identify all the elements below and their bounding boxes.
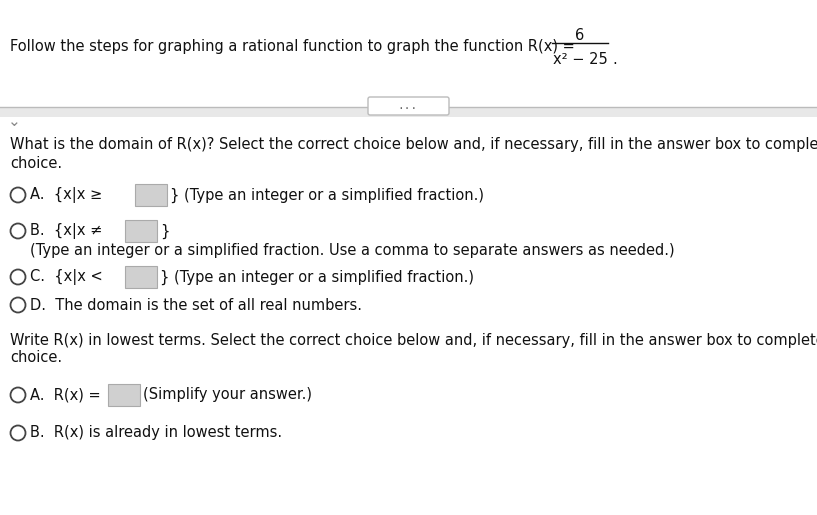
Text: D.  The domain is the set of all real numbers.: D. The domain is the set of all real num… (30, 298, 362, 313)
Text: C.  {x|x <: C. {x|x < (30, 269, 103, 285)
Bar (125, 220, 157, 242)
Text: (Simplify your answer.): (Simplify your answer.) (143, 387, 312, 403)
Text: } (Type an integer or a simplified fraction.): } (Type an integer or a simplified fract… (160, 269, 474, 285)
Text: } (Type an integer or a simplified fraction.): } (Type an integer or a simplified fract… (170, 187, 484, 202)
Bar (0, 115, 817, 515)
Text: 6: 6 (575, 27, 585, 43)
Bar (135, 184, 167, 206)
Bar (125, 266, 157, 288)
Text: (Type an integer or a simplified fraction. Use a comma to separate answers as ne: (Type an integer or a simplified fractio… (30, 244, 675, 259)
Text: Follow the steps for graphing a rational function to graph the function R(x) =: Follow the steps for graphing a rational… (10, 40, 574, 55)
Text: B.  R(x) is already in lowest terms.: B. R(x) is already in lowest terms. (30, 425, 282, 440)
Bar (0, 0, 817, 110)
Bar (0, 107, 817, 117)
Text: }: } (160, 224, 169, 238)
FancyBboxPatch shape (368, 97, 449, 115)
Text: A.  R(x) =: A. R(x) = (30, 387, 100, 403)
Text: choice.: choice. (10, 156, 62, 170)
Text: choice.: choice. (10, 351, 62, 366)
Text: x² − 25: x² − 25 (552, 53, 607, 67)
Text: What is the domain of R(x)? Select the correct choice below and, if necessary, f: What is the domain of R(x)? Select the c… (10, 138, 817, 152)
Text: ...: ... (398, 101, 418, 111)
Text: A.  {x|x ≥: A. {x|x ≥ (30, 187, 102, 203)
Bar (108, 384, 140, 406)
Text: ⌄: ⌄ (8, 114, 20, 129)
Text: B.  {x|x ≠: B. {x|x ≠ (30, 223, 102, 239)
Text: .: . (612, 53, 617, 67)
Text: Write R(x) in lowest terms. Select the correct choice below and, if necessary, f: Write R(x) in lowest terms. Select the c… (10, 333, 817, 348)
